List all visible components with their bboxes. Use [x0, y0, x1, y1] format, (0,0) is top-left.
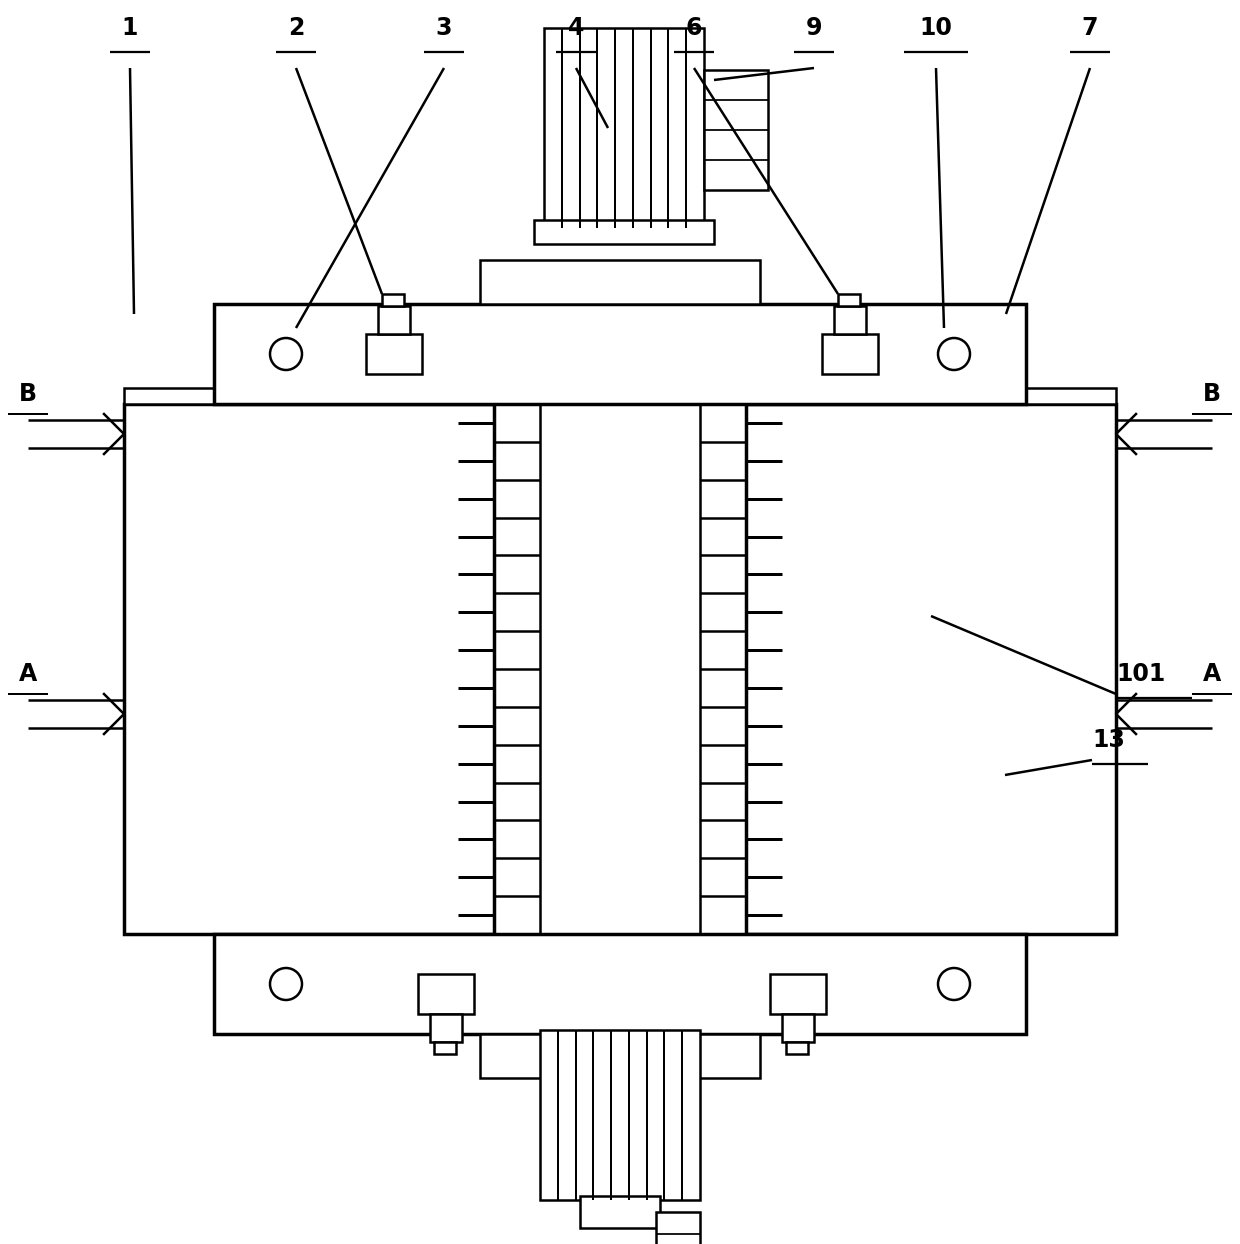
- Bar: [534, 220, 714, 244]
- Bar: [378, 306, 410, 333]
- Circle shape: [270, 338, 303, 369]
- Circle shape: [270, 968, 303, 1000]
- Bar: [366, 333, 422, 374]
- Bar: [746, 388, 1116, 404]
- Bar: [124, 388, 494, 404]
- Bar: [418, 974, 474, 1014]
- Text: 4: 4: [568, 16, 584, 40]
- Bar: [434, 1042, 456, 1054]
- Bar: [786, 1042, 808, 1054]
- Bar: [544, 29, 704, 228]
- Circle shape: [937, 338, 970, 369]
- Bar: [838, 294, 861, 306]
- Bar: [480, 260, 760, 304]
- Bar: [124, 404, 494, 934]
- Bar: [782, 1014, 813, 1042]
- Text: A: A: [19, 662, 37, 685]
- Text: A: A: [1203, 662, 1221, 685]
- Bar: [430, 1014, 463, 1042]
- Circle shape: [937, 968, 970, 1000]
- Bar: [835, 306, 866, 333]
- Bar: [480, 1034, 760, 1079]
- Bar: [382, 294, 404, 306]
- Bar: [770, 974, 826, 1014]
- Text: 7: 7: [1081, 16, 1099, 40]
- Bar: [746, 404, 1116, 934]
- Text: B: B: [1203, 382, 1221, 406]
- Text: 9: 9: [806, 16, 822, 40]
- Bar: [215, 934, 1025, 1034]
- Bar: [656, 1212, 701, 1244]
- Text: 2: 2: [288, 16, 304, 40]
- Text: 101: 101: [1116, 662, 1166, 685]
- Bar: [580, 1195, 660, 1228]
- Bar: [704, 70, 768, 190]
- Text: 13: 13: [1092, 728, 1125, 753]
- Bar: [215, 304, 1025, 404]
- Text: 6: 6: [686, 16, 702, 40]
- Bar: [539, 1030, 701, 1200]
- Bar: [822, 333, 878, 374]
- Text: 1: 1: [122, 16, 138, 40]
- Text: 3: 3: [435, 16, 453, 40]
- Text: 10: 10: [920, 16, 952, 40]
- Text: B: B: [19, 382, 37, 406]
